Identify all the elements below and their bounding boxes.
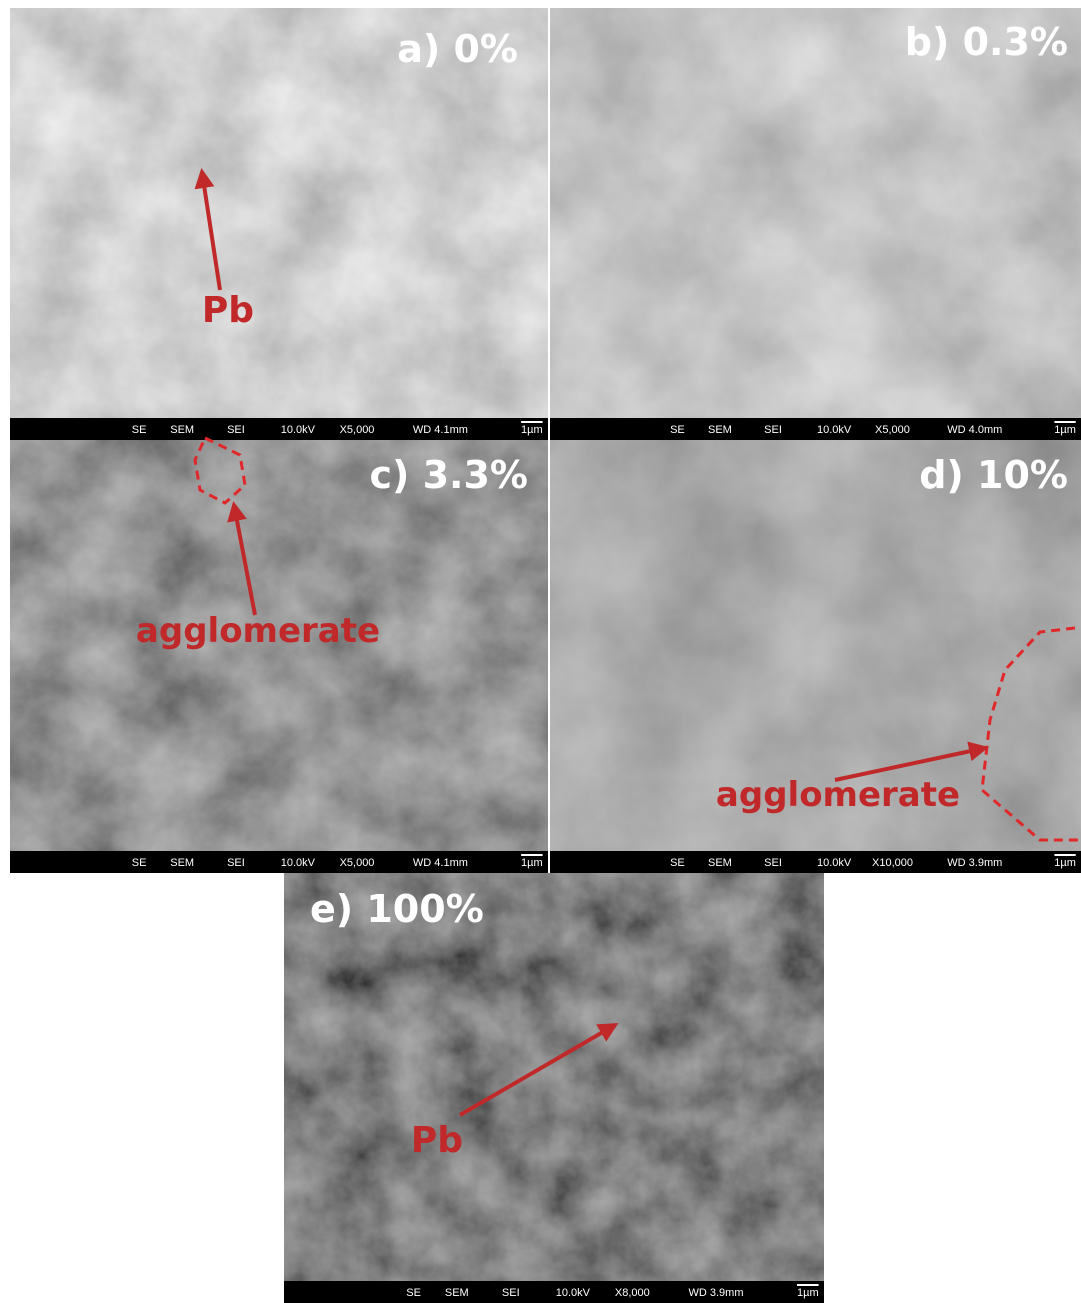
panel-label: e) 100% bbox=[310, 887, 484, 931]
info-text: X10,000 bbox=[872, 857, 913, 869]
info-text: SEI bbox=[764, 857, 782, 869]
annotation: agglomerate bbox=[136, 611, 380, 651]
info-text: SEM bbox=[708, 424, 732, 436]
info-text: WD 4.1mm bbox=[413, 857, 468, 869]
info-text: SE bbox=[670, 857, 685, 869]
panel-label: d) 10% bbox=[919, 453, 1068, 497]
arrow bbox=[227, 501, 257, 616]
info-text: SEI bbox=[227, 424, 245, 436]
info-text: 10.0kV bbox=[281, 857, 316, 869]
info-text: WD 3.9mm bbox=[947, 857, 1002, 869]
info-text: X5,000 bbox=[340, 857, 375, 869]
info-text: 10.0kV bbox=[281, 424, 316, 436]
sem-panel: SE SEM SEI 10.0kV X5,000 WD 4.1mm 1µm a) 0% Pb bbox=[10, 8, 548, 440]
dashed-outline bbox=[193, 435, 247, 505]
info-text: WD 4.1mm bbox=[413, 424, 468, 436]
info-text: 1µm bbox=[797, 1287, 819, 1299]
panel-label: a) 0% bbox=[397, 27, 518, 71]
info-bar bbox=[284, 1281, 824, 1303]
sem-panel: SE SEM SEI 10.0kV X8,000 WD 3.9mm 1µm e) 100% Pb bbox=[284, 873, 824, 1303]
arrow bbox=[834, 741, 989, 782]
annotation: Pb bbox=[411, 1120, 463, 1161]
sem-image bbox=[284, 873, 824, 1281]
info-text: SEM bbox=[170, 857, 194, 869]
sem-image bbox=[550, 8, 1081, 418]
info-text: SE bbox=[132, 857, 147, 869]
info-text: 10.0kV bbox=[817, 424, 852, 436]
info-text: SE bbox=[132, 424, 147, 436]
dashed-outline bbox=[980, 626, 1081, 842]
info-text: X5,000 bbox=[875, 424, 910, 436]
info-text: 1µm bbox=[1054, 857, 1076, 869]
info-text: 10.0kV bbox=[817, 857, 852, 869]
info-text: X8,000 bbox=[615, 1287, 650, 1299]
info-text: 1µm bbox=[1054, 424, 1076, 436]
info-bar bbox=[10, 851, 548, 873]
info-text: WD 4.0mm bbox=[947, 424, 1002, 436]
info-bar bbox=[550, 851, 1081, 873]
arrow bbox=[458, 1022, 619, 1117]
info-text: WD 3.9mm bbox=[689, 1287, 744, 1299]
info-text: SEI bbox=[502, 1287, 520, 1299]
info-text: SEM bbox=[708, 857, 732, 869]
info-text: SEM bbox=[170, 424, 194, 436]
info-text: SE bbox=[406, 1287, 421, 1299]
arrow bbox=[194, 168, 222, 291]
sem-image bbox=[550, 440, 1081, 851]
info-text: 1µm bbox=[521, 424, 543, 436]
sem-panel: SE SEM SEI 10.0kV X5,000 WD 4.0mm 1µm b) 0.3% bbox=[550, 8, 1081, 440]
info-text: X5,000 bbox=[340, 424, 375, 436]
panel-label: c) 3.3% bbox=[369, 453, 528, 497]
sem-image bbox=[10, 8, 548, 418]
sem-panel: SE SEM SEI 10.0kV X5,000 WD 4.1mm 1µm c) 3.3% ag… bbox=[10, 435, 548, 873]
panel-label: b) 0.3% bbox=[905, 20, 1068, 64]
info-text: SEM bbox=[445, 1287, 469, 1299]
info-text: 1µm bbox=[521, 857, 543, 869]
info-bar bbox=[10, 418, 548, 440]
info-text: SEI bbox=[764, 424, 782, 436]
info-text: 10.0kV bbox=[556, 1287, 591, 1299]
annotation: agglomerate bbox=[716, 775, 960, 815]
info-bar bbox=[550, 418, 1081, 440]
sem-image bbox=[10, 440, 548, 851]
annotation: Pb bbox=[202, 290, 254, 331]
info-text: SE bbox=[670, 424, 685, 436]
sem-panel: SE SEM SEI 10.0kV X10,000 WD 3.9mm 1µm d) 10% ag… bbox=[550, 440, 1081, 873]
info-text: SEI bbox=[227, 857, 245, 869]
